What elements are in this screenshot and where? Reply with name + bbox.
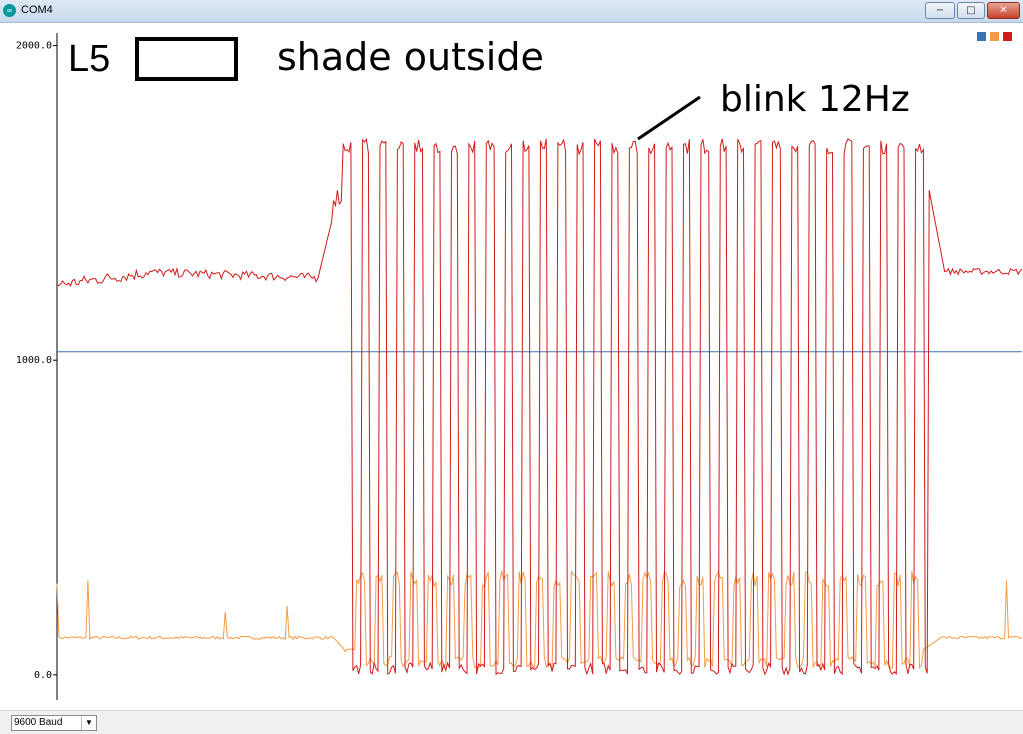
overlay-pointer-line — [637, 95, 701, 141]
y-tick-label: 0.0 — [34, 670, 52, 681]
overlay-label-l5: L5 — [68, 38, 110, 80]
baud-rate-select[interactable]: 9600 Baud ▼ — [11, 715, 97, 731]
arduino-icon: ∞ — [3, 4, 16, 17]
series-line-1 — [56, 570, 1023, 670]
overlay-caption: shade outside — [277, 35, 544, 79]
plotter-footer: 9600 Baud ▼ — [0, 710, 1023, 734]
y-tick-label: 1000.0 — [16, 355, 52, 366]
close-button[interactable]: ✕ — [987, 2, 1020, 19]
legend-swatch-red — [1003, 32, 1012, 41]
overlay-box — [135, 37, 238, 81]
baud-rate-value: 9600 Baud — [14, 717, 63, 728]
overlay-note: blink 12Hz — [720, 79, 910, 120]
y-tick-label: 2000.0 — [16, 41, 52, 52]
plot-legend — [977, 32, 1012, 41]
window-titlebar: ∞ COM4 − □ ✕ — [0, 0, 1023, 23]
chevron-down-icon[interactable]: ▼ — [81, 716, 96, 730]
series-line-2 — [56, 137, 1023, 676]
legend-swatch-blue — [977, 32, 986, 41]
legend-swatch-orange — [990, 32, 999, 41]
minimize-button[interactable]: − — [925, 2, 955, 19]
maximize-button[interactable]: □ — [957, 2, 985, 19]
window-title: COM4 — [21, 4, 53, 16]
serial-plotter-canvas: 2000.0 1000.0 0.0 L5 shade outside blink 1… — [16, 32, 1023, 700]
